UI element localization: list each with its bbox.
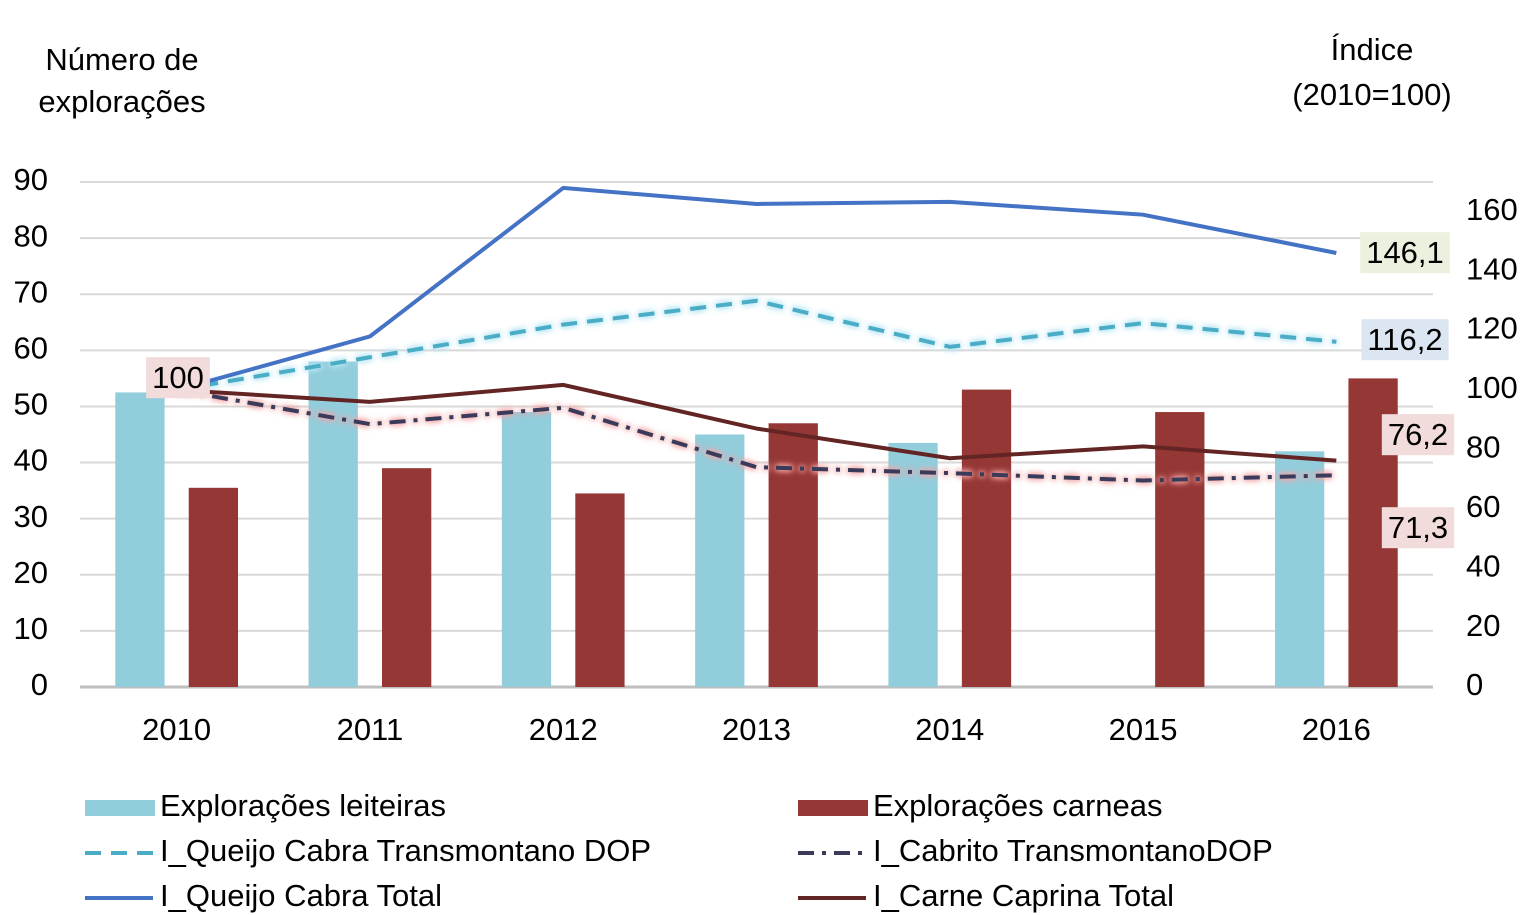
bar (1155, 412, 1205, 687)
value-label-bg (1381, 414, 1455, 456)
bar (188, 487, 239, 687)
x-tick-label: 2012 (529, 712, 598, 747)
y2-tick-label: 160 (1466, 192, 1518, 227)
line-series (176, 298, 1337, 392)
legend-label: Explorações leiteiras (160, 788, 446, 823)
y-tick-label: 0 (31, 667, 48, 702)
value-label-text: 100 (152, 360, 204, 395)
value-label-text: 76,2 (1388, 417, 1448, 452)
y-tick-label: 70 (14, 274, 48, 309)
y2-tick-label: 120 (1466, 311, 1518, 346)
y-tick-label: 30 (14, 499, 48, 534)
value-label: 100 (146, 357, 210, 399)
value-label-bg (1381, 507, 1455, 549)
value-label: 76,2 (1381, 414, 1455, 456)
line-series (176, 387, 1337, 483)
legend-label: I_Queijo Cabra Total (160, 878, 442, 913)
y2-tick-label: 100 (1466, 370, 1518, 405)
y-tick-label: 60 (14, 331, 48, 366)
legend-label: Explorações carneas (873, 788, 1163, 823)
y-tick-label: 90 (14, 162, 48, 197)
bar (961, 389, 1012, 687)
bar (308, 361, 358, 687)
value-label-bg (146, 357, 210, 399)
y2-axis-title: (2010=100) (1292, 77, 1451, 112)
y-tick-label: 50 (14, 387, 48, 422)
y-tick-label: 80 (14, 218, 48, 253)
value-label-bg (1361, 319, 1449, 361)
value-label-text: 71,3 (1388, 510, 1448, 545)
x-tick-label: 2011 (337, 712, 404, 747)
x-tick-label: 2014 (915, 712, 984, 747)
y-tick-label: 10 (14, 611, 48, 646)
y2-tick-label: 40 (1466, 548, 1500, 583)
legend-swatch (798, 800, 868, 816)
bar (115, 392, 165, 687)
bar (695, 434, 745, 687)
value-label: 146,1 (1360, 232, 1450, 274)
bar (501, 412, 552, 687)
legend-label: I_Carne Caprina Total (873, 878, 1174, 913)
legend-swatch (85, 800, 155, 816)
y2-tick-label: 80 (1466, 430, 1500, 465)
x-tick-label: 2013 (722, 712, 791, 747)
x-tick-label: 2016 (1302, 712, 1371, 747)
bar (1274, 451, 1325, 687)
bar (575, 493, 625, 687)
y2-tick-label: 140 (1466, 251, 1518, 286)
y-axis-title: Número de (45, 42, 198, 77)
value-label-text: 146,1 (1366, 235, 1444, 270)
bar (382, 468, 432, 687)
y-tick-label: 20 (14, 555, 48, 590)
bar (768, 423, 818, 687)
legend-label: I_Cabrito TransmontanoDOP (873, 833, 1273, 868)
y-axis-title: explorações (38, 84, 205, 119)
value-label-text: 116,2 (1367, 322, 1442, 357)
y2-tick-label: 20 (1466, 608, 1500, 643)
x-tick-label: 2015 (1109, 712, 1178, 747)
legend-label: I_Queijo Cabra Transmontano DOP (160, 833, 651, 868)
bar (888, 442, 938, 687)
value-label: 116,2 (1361, 319, 1449, 361)
line-series (176, 382, 1337, 463)
y2-axis-title: Índice (1331, 32, 1414, 67)
y-tick-label: 40 (14, 443, 48, 478)
value-label: 71,3 (1381, 507, 1455, 549)
y2-tick-label: 60 (1466, 489, 1500, 524)
value-label-bg (1360, 232, 1450, 274)
x-tick-label: 2010 (142, 712, 211, 747)
y2-tick-label: 0 (1466, 667, 1483, 702)
line-series (176, 185, 1337, 392)
